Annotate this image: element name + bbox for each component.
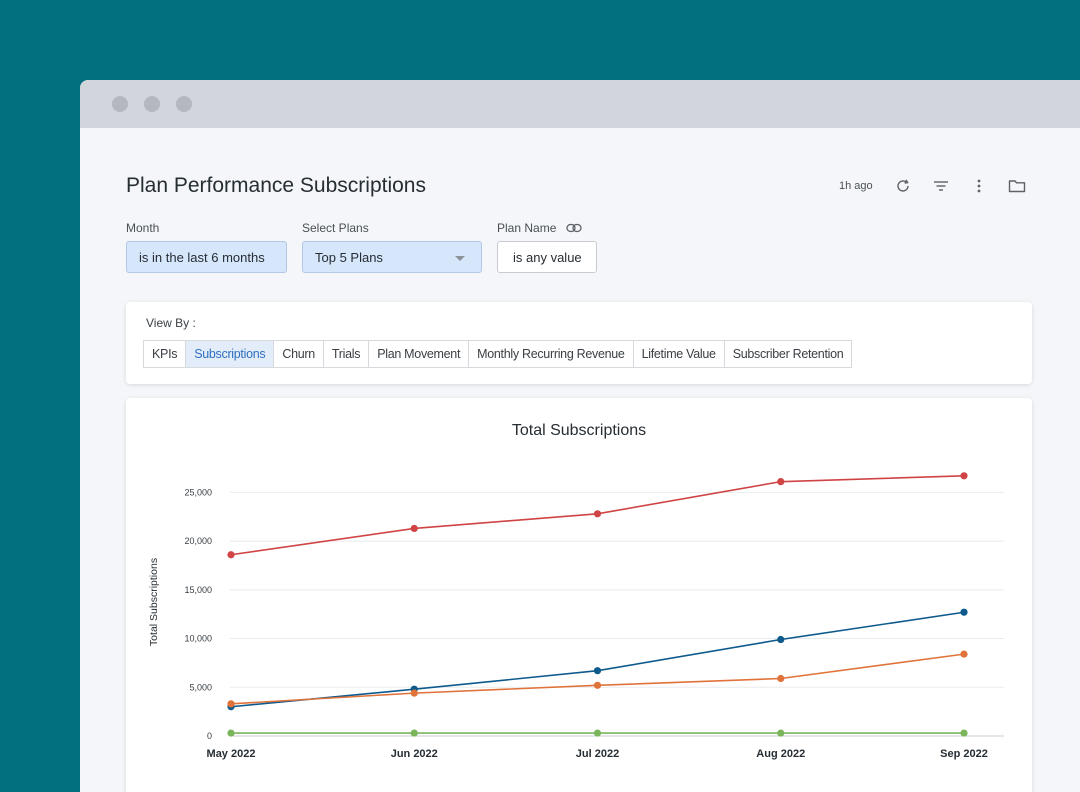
tab-subscriber-retention[interactable]: Subscriber Retention	[723, 340, 853, 368]
select-plans-value: Top 5 Plans	[315, 249, 383, 265]
tab-kpis[interactable]: KPIs	[143, 340, 187, 368]
filter-label-plan-name: Plan Name	[497, 221, 582, 235]
tab-churn[interactable]: Churn	[273, 340, 324, 368]
more-options-button[interactable]	[969, 176, 989, 196]
y-tick-label: 15,000	[184, 585, 212, 595]
data-point	[227, 729, 235, 737]
chart-title: Total Subscriptions	[511, 422, 647, 439]
tab-trials[interactable]: Trials	[322, 340, 370, 368]
filter-label-plans: Select Plans	[302, 221, 369, 235]
window-close-dot[interactable]	[112, 96, 128, 112]
refresh-icon	[897, 179, 909, 192]
data-point	[777, 635, 785, 644]
window-maximize-dot[interactable]	[176, 96, 192, 112]
series-line	[230, 611, 965, 708]
filter-icon	[933, 181, 948, 191]
plan-name-filter-value: is any value	[513, 249, 582, 265]
dashboard-toolbar: 1h ago	[839, 176, 1045, 196]
tab-plan-movement[interactable]: Plan Movement	[368, 340, 470, 368]
x-tick-label: May 2022	[207, 748, 256, 760]
data-point	[227, 700, 235, 708]
month-filter[interactable]: is in the last 6 months	[126, 241, 287, 273]
plan-name-label-text: Plan Name	[497, 221, 557, 235]
data-point	[593, 681, 602, 689]
x-tick-label: Sep 2022	[940, 748, 988, 760]
page-title: Plan Performance Subscriptions	[126, 174, 426, 197]
view-by-label: View By :	[146, 316, 196, 330]
x-tick-label: Jul 2022	[576, 748, 619, 760]
view-by-card: View By : KPIs Subscriptions Churn Trial…	[126, 302, 1032, 384]
data-point	[593, 510, 602, 518]
filter-button[interactable]	[931, 176, 951, 196]
last-updated-text: 1h ago	[839, 180, 873, 192]
window-titlebar	[80, 80, 1080, 128]
data-point	[593, 729, 602, 737]
tab-subscriptions[interactable]: Subscriptions	[185, 340, 275, 368]
data-point	[410, 729, 418, 737]
browser-window: Plan Performance Subscriptions 1h ago	[80, 80, 1080, 792]
window-minimize-dot[interactable]	[144, 96, 160, 112]
tab-lifetime-value[interactable]: Lifetime Value	[632, 340, 725, 368]
y-tick-label: 5,000	[189, 682, 212, 692]
y-tick-label: 10,000	[184, 634, 212, 644]
y-axis-label: Total Subscriptions	[148, 558, 160, 646]
plan-name-filter[interactable]: is any value	[497, 241, 597, 273]
more-vertical-icon	[977, 179, 981, 193]
folder-button[interactable]	[1007, 176, 1027, 196]
refresh-button[interactable]	[893, 176, 913, 196]
data-point	[777, 674, 785, 683]
select-plans-dropdown[interactable]: Top 5 Plans	[302, 241, 482, 273]
month-filter-value: is in the last 6 months	[139, 249, 265, 265]
data-point	[410, 524, 418, 533]
data-point	[960, 608, 968, 616]
y-tick-label: 25,000	[184, 487, 212, 497]
x-tick-label: Jun 2022	[391, 748, 438, 760]
data-point	[777, 729, 785, 737]
data-point	[960, 729, 968, 737]
chevron-down-icon	[455, 256, 465, 261]
y-tick-label: 0	[207, 731, 212, 741]
link-icon[interactable]	[566, 223, 582, 233]
x-tick-label: Aug 2022	[756, 748, 805, 760]
total-subscriptions-chart: 0 5,000 10,000 15,000 20,000 25,000 May 2022 Ju…	[148, 472, 1004, 760]
tab-monthly-recurring-revenue[interactable]: Monthly Recurring Revenue	[468, 340, 634, 368]
data-point	[777, 478, 785, 486]
y-tick-label: 20,000	[184, 536, 212, 546]
folder-icon	[1008, 180, 1025, 193]
data-point	[593, 667, 602, 675]
filter-label-month: Month	[126, 221, 160, 235]
data-point	[960, 472, 968, 480]
data-point	[227, 551, 235, 559]
chart-card: Total Subscriptions 0 5,000 10,000 15,000 20…	[126, 398, 1032, 792]
view-by-tabs: KPIs Subscriptions Churn Trials Plan Mov…	[143, 340, 853, 368]
data-point	[960, 650, 968, 658]
data-point	[410, 689, 418, 697]
